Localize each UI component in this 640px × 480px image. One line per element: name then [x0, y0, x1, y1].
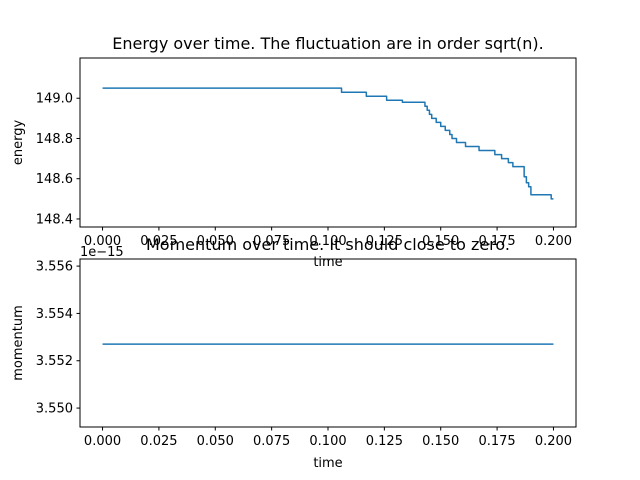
energy-x-axis-label: time	[313, 255, 342, 270]
momentum-x-tick-label: 0.125	[366, 434, 403, 449]
energy-series	[102, 87, 554, 200]
momentum-y-tick-label: 3.554	[36, 307, 73, 322]
energy-x-tick-label: 0.175	[478, 234, 515, 249]
energy-y-tick-label: 148.8	[36, 132, 73, 147]
energy-x-tick-label: 0.100	[309, 234, 346, 249]
momentum-chart-title: Momentum over time. It should close to z…	[146, 235, 510, 254]
energy-ticks: 0.000 0.025 0.050 0.075 0.100 0.125 0.150 0.175…	[36, 92, 572, 249]
energy-line	[102, 87, 554, 200]
momentum-x-tick-label: 0.175	[478, 434, 515, 449]
momentum-offset-text: 1e−15	[80, 245, 124, 260]
momentum-x-tick-label: 0.000	[84, 434, 121, 449]
energy-y-axis-label: energy	[11, 120, 26, 166]
energy-axes-frame	[79, 57, 577, 228]
momentum-x-tick-label: 0.150	[422, 434, 459, 449]
momentum-ticks: 0.000 0.025 0.050 0.075 0.100 0.125 0.150 0.175…	[36, 260, 572, 449]
energy-subplot: 0.000 0.025 0.050 0.075 0.100 0.125 0.150 0.175…	[11, 34, 577, 270]
energy-x-tick-label: 0.000	[84, 234, 121, 249]
momentum-y-axis-label: momentum	[11, 305, 26, 381]
momentum-x-tick-label: 0.200	[535, 434, 572, 449]
momentum-subplot: 0.000 0.025 0.050 0.075 0.100 0.125 0.150 0.175…	[11, 235, 577, 471]
energy-y-tick-label: 148.4	[36, 212, 73, 227]
momentum-x-tick-label: 0.050	[197, 434, 234, 449]
momentum-x-tick-label: 0.075	[253, 434, 290, 449]
energy-chart-title: Energy over time. The fluctuation are in…	[112, 34, 543, 53]
momentum-x-tick-label: 0.100	[309, 434, 346, 449]
momentum-axes-frame	[79, 258, 577, 428]
energy-x-tick-label: 0.025	[140, 234, 177, 249]
momentum-y-tick-label: 3.552	[36, 354, 73, 369]
momentum-x-axis-label: time	[313, 456, 342, 471]
momentum-y-tick-label: 3.556	[36, 260, 73, 275]
energy-x-tick-label: 0.125	[366, 234, 403, 249]
energy-x-tick-label: 0.200	[535, 234, 572, 249]
energy-x-tick-label: 0.050	[197, 234, 234, 249]
energy-x-tick-label: 0.150	[422, 234, 459, 249]
momentum-y-tick-label: 3.550	[36, 402, 73, 417]
energy-x-tick-label: 0.075	[253, 234, 290, 249]
momentum-x-tick-label: 0.025	[140, 434, 177, 449]
energy-y-tick-label: 149.0	[36, 92, 73, 107]
energy-y-tick-label: 148.6	[36, 172, 73, 187]
